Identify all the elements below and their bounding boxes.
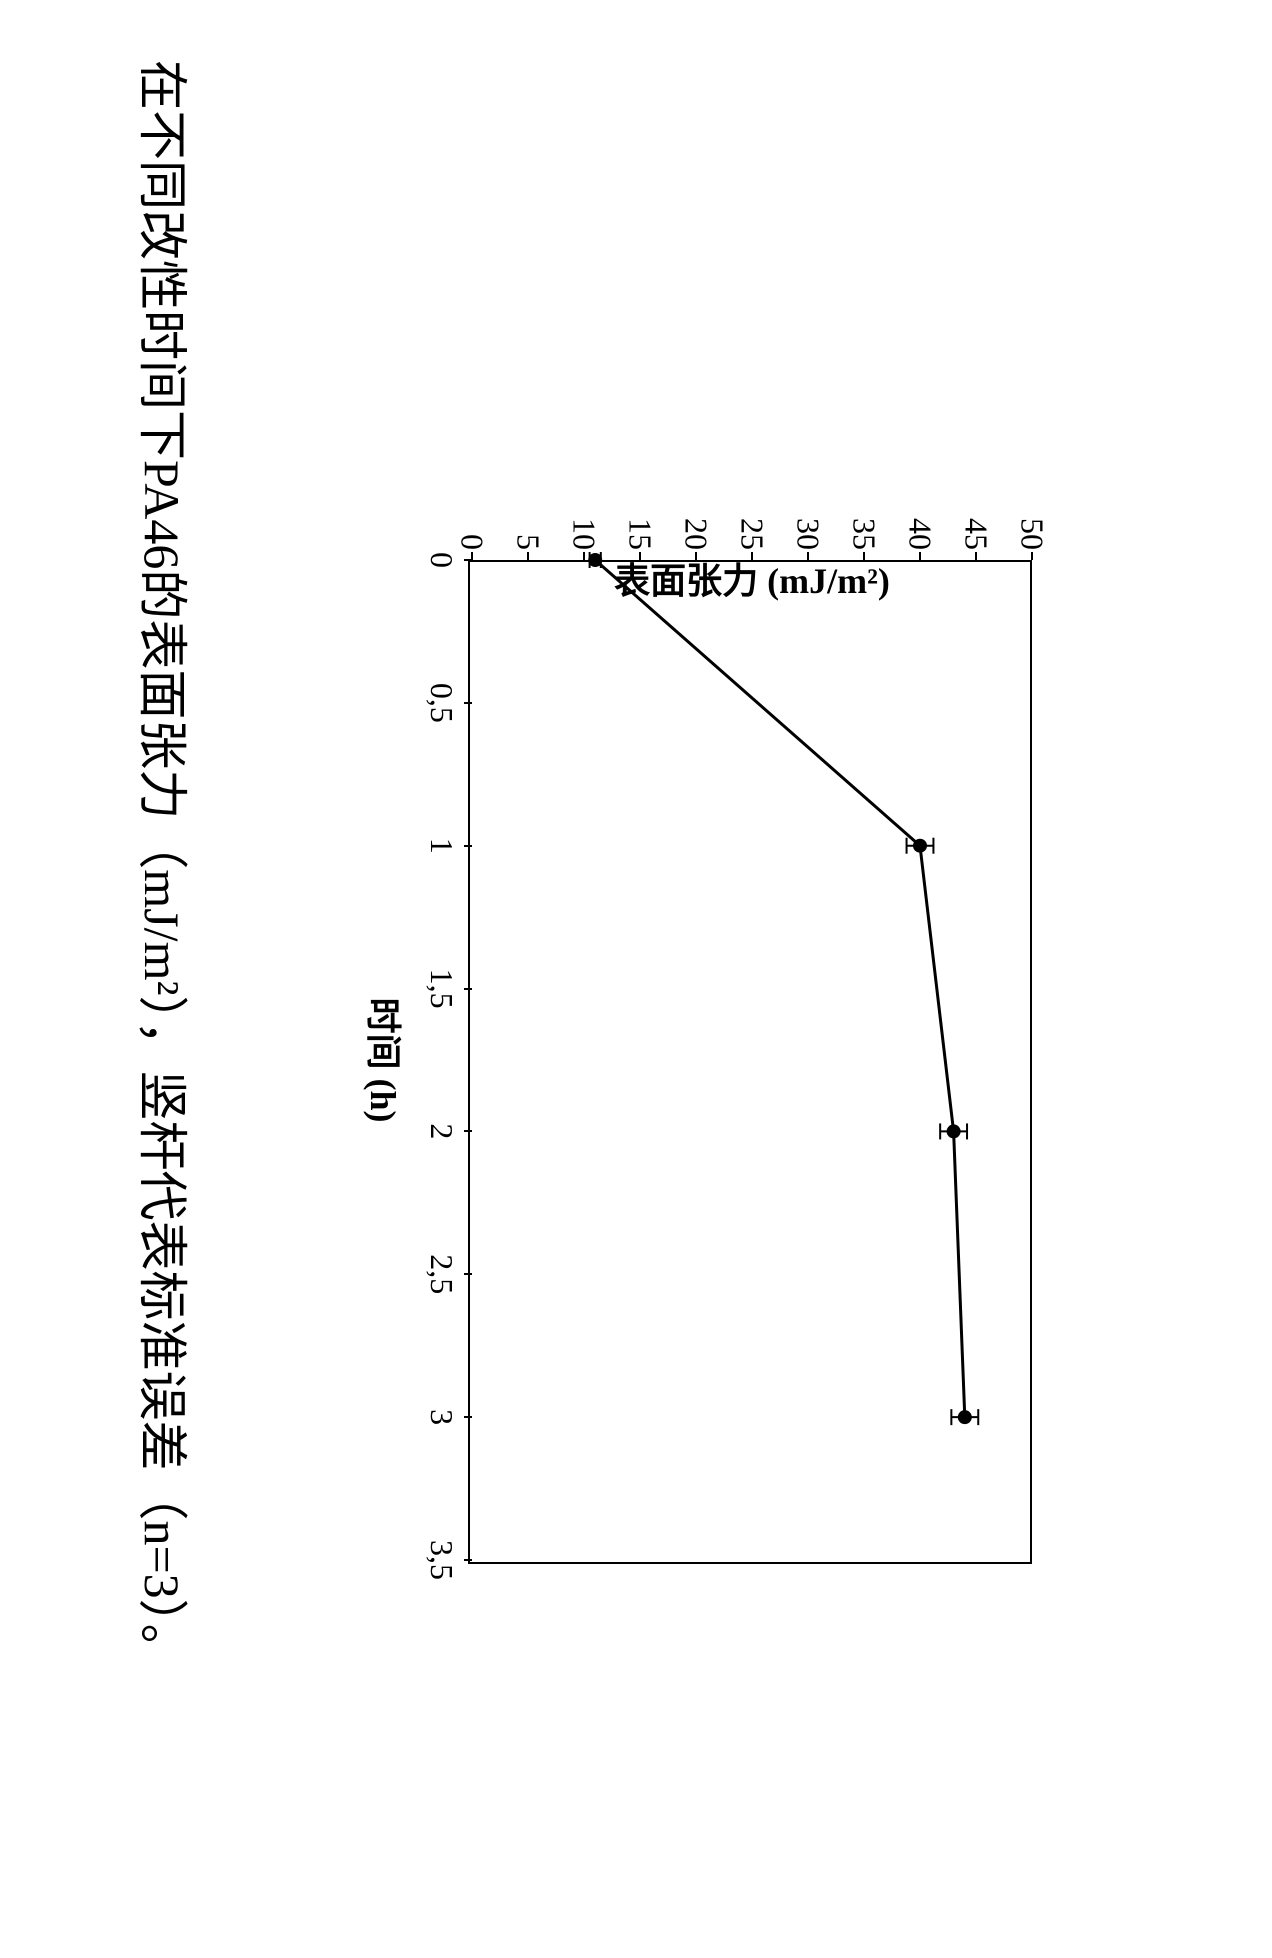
data-point (947, 1124, 961, 1138)
data-point (588, 553, 602, 567)
y-tick-label: 45 (958, 518, 995, 550)
x-tick-label: 3,5 (423, 1540, 460, 1580)
y-tick (695, 552, 697, 560)
data-line (595, 560, 965, 1417)
y-tick (1031, 552, 1033, 560)
x-axis-label: 时间 (h) (360, 560, 412, 1560)
y-tick (527, 552, 529, 560)
y-tick-label: 5 (510, 534, 547, 550)
y-tick-label: 40 (902, 518, 939, 550)
rotated-stage: 表面张力 (mJ/m²) 时间 (h) 05101520253035404550… (0, 0, 1272, 1958)
y-tick (919, 552, 921, 560)
y-tick (975, 552, 977, 560)
y-tick-label: 0 (454, 534, 491, 550)
x-tick (464, 1130, 472, 1132)
x-tick (464, 1559, 472, 1561)
y-tick-label: 10 (566, 518, 603, 550)
page-root: 表面张力 (mJ/m²) 时间 (h) 05101520253035404550… (0, 0, 1272, 1958)
x-tick-label: 1 (423, 838, 460, 854)
surface-tension-chart: 表面张力 (mJ/m²) 时间 (h) 05101520253035404550… (372, 420, 1072, 1620)
x-tick-label: 0 (423, 552, 460, 568)
y-tick (583, 552, 585, 560)
y-tick-label: 25 (734, 518, 771, 550)
y-tick (863, 552, 865, 560)
y-tick-label: 30 (790, 518, 827, 550)
y-tick-label: 50 (1014, 518, 1051, 550)
x-tick (464, 559, 472, 561)
x-tick (464, 1416, 472, 1418)
figure-caption: 在不同改性时间下PA46的表面张力（mJ/m²），竖杆代表标准误差（n=3）。 (132, 60, 192, 1900)
x-tick (464, 1273, 472, 1275)
x-tick-label: 2 (423, 1123, 460, 1139)
data-point (958, 1410, 972, 1424)
y-tick (807, 552, 809, 560)
data-series (472, 560, 1032, 1560)
x-tick (464, 845, 472, 847)
x-tick-label: 2,5 (423, 1254, 460, 1294)
x-tick-label: 3 (423, 1409, 460, 1425)
y-tick-label: 15 (622, 518, 659, 550)
y-tick-label: 35 (846, 518, 883, 550)
data-point (913, 839, 927, 853)
x-tick (464, 988, 472, 990)
x-tick-label: 0,5 (423, 683, 460, 723)
y-tick-label: 20 (678, 518, 715, 550)
y-tick (639, 552, 641, 560)
x-tick-label: 1,5 (423, 969, 460, 1009)
x-tick (464, 702, 472, 704)
y-tick (751, 552, 753, 560)
